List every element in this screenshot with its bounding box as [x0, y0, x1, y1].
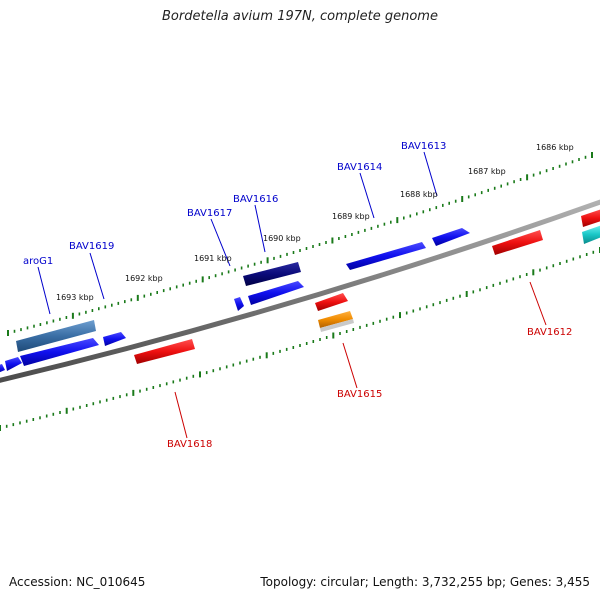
genome-summary: Topology: circular; Length: 3,732,255 bp… — [260, 575, 590, 589]
leader-line — [210, 218, 231, 267]
gene-label-bav1614[interactable]: BAV1614 — [337, 162, 382, 173]
gene-arrow[interactable] — [432, 228, 470, 246]
gene-arrow[interactable] — [248, 281, 304, 305]
gene-label-bav1616[interactable]: BAV1616 — [233, 194, 278, 205]
gene-arrow[interactable] — [582, 225, 600, 244]
gene-arrow[interactable] — [16, 320, 96, 352]
forward-tick-ring — [7, 152, 593, 336]
gene-arrow[interactable] — [581, 209, 600, 227]
map-title: Bordetella avium 197N, complete genome — [162, 9, 438, 24]
gene-label-bav1612[interactable]: BAV1612 — [527, 327, 572, 338]
kbp-label: 1691 kbp — [194, 254, 232, 263]
gene-arrow[interactable] — [318, 311, 353, 328]
leader-line — [37, 266, 51, 315]
accession-label: Accession: NC_010645 — [9, 575, 146, 589]
gene-label-bav1619[interactable]: BAV1619 — [69, 241, 114, 252]
genome-backbone — [0, 199, 600, 383]
kbp-label: 1690 kbp — [263, 234, 301, 243]
gene-arrow[interactable] — [346, 242, 426, 270]
kbp-label: 1686 kbp — [536, 143, 574, 152]
gene-label-bav1613[interactable]: BAV1613 — [401, 141, 446, 152]
leader-line — [342, 342, 358, 389]
gene-label-bav1615[interactable]: BAV1615 — [337, 389, 382, 400]
gene-label-arog1[interactable]: aroG1 — [23, 256, 53, 267]
leader-line — [174, 391, 188, 439]
gene-labels: BAV1613 BAV1614 BAV1616 BAV1617 BAV1619 … — [23, 141, 572, 450]
gene-arrow[interactable] — [243, 262, 301, 286]
leader-line — [89, 252, 105, 300]
kbp-label: 1688 kbp — [400, 190, 438, 199]
leader-line — [359, 172, 375, 219]
gene-arrow[interactable] — [20, 338, 99, 366]
gene-arrow[interactable] — [134, 339, 195, 364]
label-leader-lines — [37, 151, 547, 439]
gene-label-bav1618[interactable]: BAV1618 — [167, 439, 212, 450]
leader-line — [423, 151, 438, 197]
leader-line — [254, 204, 266, 253]
kbp-label: 1687 kbp — [468, 167, 506, 176]
gene-arrow[interactable] — [234, 297, 244, 311]
reverse-tick-ring — [0, 247, 600, 431]
kbp-label: 1693 kbp — [56, 293, 94, 302]
kbp-label: 1689 kbp — [332, 212, 370, 221]
leader-line — [529, 281, 547, 326]
gene-arrow[interactable] — [320, 319, 354, 332]
forward-strand-features — [0, 228, 470, 373]
gene-label-bav1617[interactable]: BAV1617 — [187, 208, 232, 219]
gene-arrow[interactable] — [492, 230, 543, 255]
gene-arrow[interactable] — [103, 332, 126, 346]
gene-arrow[interactable] — [315, 293, 348, 311]
kbp-scale-labels: 1686 kbp 1687 kbp 1688 kbp 1689 kbp 1690… — [56, 143, 574, 302]
kbp-label: 1692 kbp — [125, 274, 163, 283]
reverse-strand-features — [134, 209, 600, 364]
gene-arrow[interactable] — [0, 364, 5, 373]
gene-arrow[interactable] — [5, 357, 22, 371]
